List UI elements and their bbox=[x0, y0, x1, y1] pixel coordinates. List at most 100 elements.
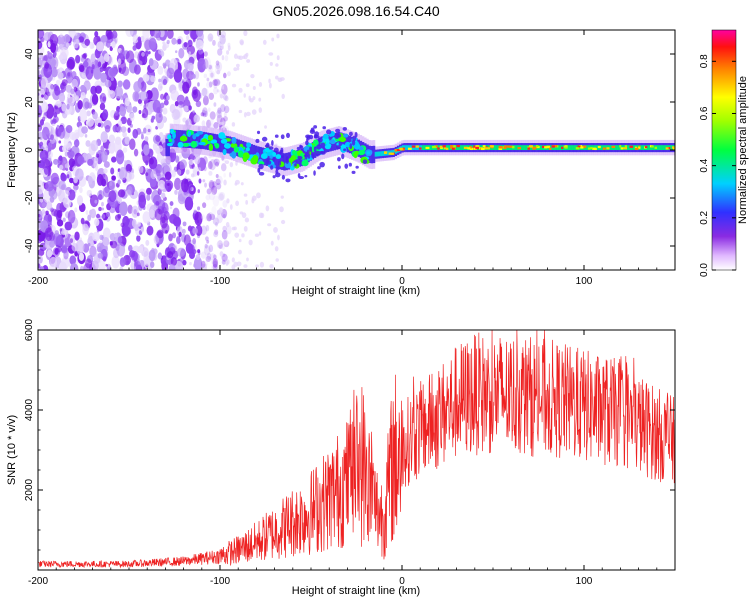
spectrogram-hot-peak bbox=[415, 145, 419, 148]
spectrogram-noise-blob bbox=[104, 186, 110, 194]
spectrogram-band bbox=[176, 129, 179, 148]
spectrogram-noise-blob bbox=[87, 117, 95, 127]
spectrogram-hot-peak bbox=[418, 147, 422, 150]
spectrogram-noise-blob bbox=[174, 216, 182, 228]
spectrogram-noise-blob bbox=[71, 78, 79, 89]
spectrogram-noise-blob bbox=[70, 263, 79, 270]
spectrogram-noise-blob bbox=[212, 263, 218, 270]
spectrogram-noise-blob bbox=[38, 69, 42, 76]
spectrogram-ridge-core bbox=[569, 145, 572, 150]
spectrogram-fleck bbox=[273, 147, 279, 153]
spectrogram-noise-blob bbox=[201, 260, 206, 268]
spectrogram-noise-blob bbox=[160, 93, 165, 100]
spectrogram-noise-blob bbox=[206, 252, 212, 260]
spectrogram-noise-blob bbox=[219, 251, 224, 257]
spectrogram-noise-blob bbox=[221, 244, 225, 250]
spectrogram-noise-blob bbox=[41, 101, 49, 113]
spectrogram-hot-peak bbox=[535, 145, 539, 148]
spectrogram-noise-blob bbox=[210, 258, 214, 265]
spectrogram-noise-blob bbox=[101, 201, 104, 207]
spectrogram-noise-blob bbox=[74, 31, 78, 36]
spectrogram-noise-blob bbox=[87, 214, 92, 222]
spectrogram-peak bbox=[237, 150, 244, 158]
spectrogram-noise-blob bbox=[46, 201, 53, 211]
spectrogram-fleck bbox=[322, 126, 327, 130]
spectrogram-noise-blob bbox=[206, 188, 212, 195]
spectrogram-noise-blob bbox=[221, 230, 228, 240]
spectrogram-noise-blob bbox=[164, 171, 172, 181]
spectrogram-noise-blob bbox=[139, 165, 144, 174]
spectrogram-noise-blob bbox=[275, 63, 279, 67]
spectrogram-noise-blob bbox=[99, 234, 103, 241]
spectrogram-noise-blob bbox=[141, 52, 145, 57]
spectrogram-noise-blob bbox=[207, 211, 214, 222]
spectrogram-noise-blob bbox=[82, 97, 90, 110]
spectrogram-noise-blob bbox=[90, 140, 99, 152]
spectrogram-ridge-core bbox=[596, 145, 599, 150]
spectrogram-noise-blob bbox=[157, 83, 163, 92]
spectrogram-hot-peak bbox=[463, 146, 468, 149]
spectrogram-noise-blob bbox=[259, 261, 265, 268]
spectrogram-fleck bbox=[314, 131, 320, 137]
spectrogram-peak bbox=[242, 152, 250, 160]
spectrogram-noise-blob bbox=[255, 264, 260, 268]
spectrogram-noise-blob bbox=[218, 240, 222, 246]
spectrogram-fleck bbox=[362, 159, 368, 165]
spectrogram-ridge-core bbox=[423, 145, 426, 150]
spectrogram-noise-blob bbox=[76, 90, 82, 97]
spectrogram-noise-blob bbox=[99, 66, 104, 73]
spectrogram-noise-blob bbox=[137, 36, 142, 42]
spectrogram-noise-blob bbox=[243, 30, 248, 37]
spectrogram-noise-blob bbox=[223, 105, 230, 114]
spectrogram-noise-blob bbox=[218, 35, 221, 40]
spectrogram-band bbox=[195, 131, 199, 149]
spectrogram-hot-peak bbox=[443, 147, 447, 150]
spectrogram-noise-blob bbox=[66, 103, 70, 110]
spectrogram-fleck bbox=[307, 153, 311, 159]
spectrogram-noise-blob bbox=[122, 147, 128, 153]
spectrogram-noise-blob bbox=[67, 93, 71, 99]
spectrogram-noise-blob bbox=[136, 235, 141, 242]
spectrogram-fleck bbox=[256, 130, 261, 135]
spectrogram-hot-peak bbox=[575, 147, 580, 150]
spectrogram-noise-blob bbox=[116, 125, 123, 133]
spectrogram-noise-blob bbox=[119, 257, 126, 267]
spectrogram-noise-blob bbox=[63, 34, 71, 44]
spectrogram-hot-peak bbox=[590, 146, 593, 150]
spectrogram-noise-blob bbox=[212, 39, 216, 46]
spectrogram-noise-blob bbox=[220, 104, 226, 113]
spectrogram-noise-blob bbox=[61, 79, 68, 87]
spectrogram-noise-blob bbox=[117, 196, 122, 205]
spectrogram-noise-blob bbox=[158, 78, 162, 83]
spectrogram-noise-blob bbox=[215, 60, 220, 66]
spectrogram-noise-blob bbox=[67, 72, 71, 77]
spectrogram-ridge-core bbox=[616, 145, 619, 150]
spectrogram-noise-blob bbox=[114, 232, 118, 238]
spectrogram-noise-blob bbox=[38, 180, 45, 195]
spectrogram-fleck bbox=[311, 153, 315, 159]
colorbar-tick-label: 0.2 bbox=[699, 210, 710, 224]
spectrogram-noise-blob bbox=[268, 52, 274, 56]
spectrogram-fleck bbox=[304, 174, 308, 178]
spectrogram-noise-blob bbox=[209, 253, 216, 261]
spectrogram-noise-blob bbox=[126, 254, 130, 261]
spectrogram-peak bbox=[218, 132, 226, 139]
spectrogram-noise-blob bbox=[140, 226, 144, 232]
spectrogram-noise-blob bbox=[152, 142, 158, 151]
spectrogram-noise-blob bbox=[129, 113, 135, 122]
spectrogram-noise-blob bbox=[58, 126, 66, 139]
spectrogram-noise-blob bbox=[54, 230, 59, 237]
spectrogram-noise-blob bbox=[181, 170, 184, 174]
spectrogram-noise-blob bbox=[80, 217, 85, 225]
spectrogram-fleck bbox=[280, 155, 285, 158]
spectrogram-noise-blob bbox=[207, 33, 214, 42]
spectrogram-noise-blob bbox=[157, 252, 163, 260]
spectrogram-noise-blob bbox=[50, 172, 60, 185]
spectrogram-noise-blob bbox=[212, 217, 220, 226]
spectrogram-noise-blob bbox=[129, 138, 136, 150]
spectrogram-noise-blob bbox=[42, 116, 46, 122]
spectrogram-fleck bbox=[351, 170, 356, 174]
spectrogram-noise-blob bbox=[204, 244, 211, 256]
spectrogram-fleck bbox=[313, 170, 316, 176]
